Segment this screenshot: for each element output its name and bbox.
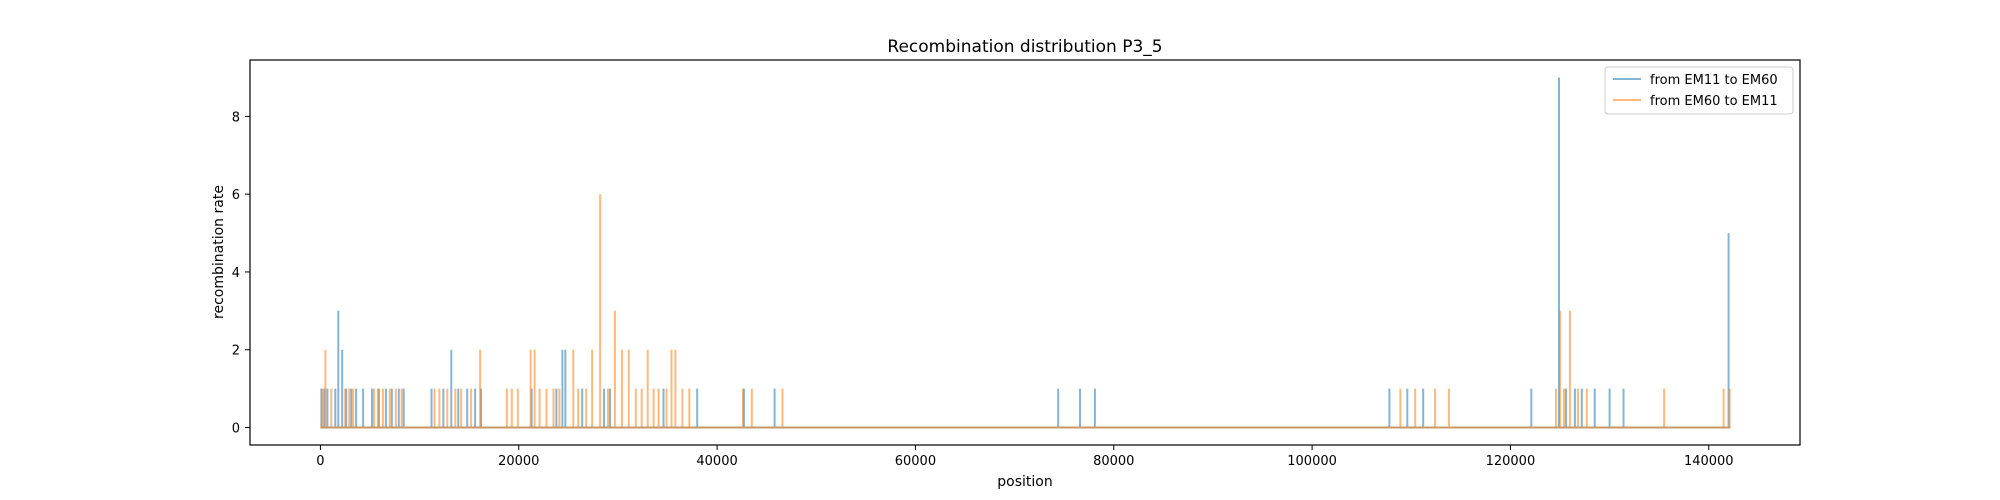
y-tick-label: 6 xyxy=(232,188,240,203)
series-line-0 xyxy=(320,77,1731,429)
y-tick-label: 2 xyxy=(232,344,240,359)
legend-entry-em60-to-em11: from EM60 to EM11 xyxy=(1650,94,1778,109)
y-tick-label: 4 xyxy=(232,266,240,281)
y-axis-ticks: 0 2 4 6 8 xyxy=(232,110,250,437)
x-tick-label: 40000 xyxy=(696,454,737,469)
x-axis-ticks: 0 20000 40000 60000 80000 100000 120000 140000 xyxy=(316,445,1734,469)
legend-entry-em11-to-em60: from EM11 to EM60 xyxy=(1650,73,1778,88)
data-marks xyxy=(320,77,1731,429)
x-axis-label: position xyxy=(997,474,1052,490)
x-tick-label: 0 xyxy=(316,454,324,469)
legend: from EM11 to EM60 from EM60 to EM11 xyxy=(1604,66,1794,115)
y-axis-label: recombination rate xyxy=(211,185,227,319)
chart-title: Recombination distribution P3_5 xyxy=(887,37,1162,57)
y-tick-label: 0 xyxy=(232,422,240,437)
x-tick-label: 120000 xyxy=(1486,454,1536,469)
x-tick-label: 100000 xyxy=(1287,454,1337,469)
legend-box xyxy=(1604,66,1794,115)
plot-frame xyxy=(249,59,1801,446)
x-tick-label: 80000 xyxy=(1093,454,1134,469)
x-tick-label: 20000 xyxy=(498,454,539,469)
series-line-1 xyxy=(320,194,1731,429)
x-tick-label: 140000 xyxy=(1684,454,1734,469)
y-tick-label: 8 xyxy=(232,110,240,125)
x-tick-label: 60000 xyxy=(895,454,936,469)
